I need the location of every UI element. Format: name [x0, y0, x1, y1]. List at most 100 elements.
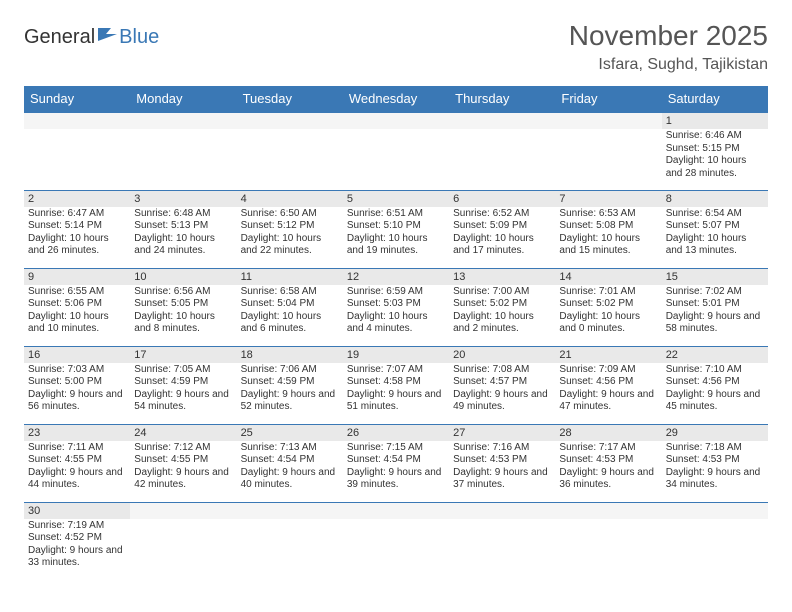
sunset-line: Sunset: 5:15 PM: [666, 143, 764, 156]
sunset-line: Sunset: 5:07 PM: [666, 220, 764, 233]
sunrise-line: Sunrise: 7:03 AM: [28, 364, 126, 377]
day-details: Sunrise: 7:17 AMSunset: 4:53 PMDaylight:…: [555, 441, 661, 494]
day-number: 17: [130, 347, 236, 363]
day-number: 5: [343, 191, 449, 207]
daylight-line: Daylight: 9 hours and 37 minutes.: [453, 467, 551, 492]
calendar-cell: 18Sunrise: 7:06 AMSunset: 4:59 PMDayligh…: [237, 346, 343, 424]
calendar-cell: 22Sunrise: 7:10 AMSunset: 4:56 PMDayligh…: [662, 346, 768, 424]
daylight-line: Daylight: 10 hours and 26 minutes.: [28, 233, 126, 258]
sunrise-line: Sunrise: 7:02 AM: [666, 286, 764, 299]
sunrise-line: Sunrise: 7:19 AM: [28, 520, 126, 533]
sunset-line: Sunset: 5:04 PM: [241, 298, 339, 311]
sunrise-line: Sunrise: 7:01 AM: [559, 286, 657, 299]
calendar-cell: 15Sunrise: 7:02 AMSunset: 5:01 PMDayligh…: [662, 268, 768, 346]
day-number: 2: [24, 191, 130, 207]
calendar-cell: 30Sunrise: 7:19 AMSunset: 4:52 PMDayligh…: [24, 502, 130, 580]
day-number: 22: [662, 347, 768, 363]
weekday-header: Monday: [130, 86, 236, 112]
calendar-cell: [130, 112, 236, 190]
calendar-cell: 25Sunrise: 7:13 AMSunset: 4:54 PMDayligh…: [237, 424, 343, 502]
daylight-line: Daylight: 10 hours and 0 minutes.: [559, 311, 657, 336]
sunrise-line: Sunrise: 7:08 AM: [453, 364, 551, 377]
sunset-line: Sunset: 5:05 PM: [134, 298, 232, 311]
daylight-line: Daylight: 9 hours and 44 minutes.: [28, 467, 126, 492]
sunrise-line: Sunrise: 7:11 AM: [28, 442, 126, 455]
calendar-cell: 21Sunrise: 7:09 AMSunset: 4:56 PMDayligh…: [555, 346, 661, 424]
sunrise-line: Sunrise: 7:13 AM: [241, 442, 339, 455]
calendar-cell: 14Sunrise: 7:01 AMSunset: 5:02 PMDayligh…: [555, 268, 661, 346]
flag-icon: [97, 26, 119, 49]
calendar-cell: 4Sunrise: 6:50 AMSunset: 5:12 PMDaylight…: [237, 190, 343, 268]
day-number: 7: [555, 191, 661, 207]
calendar-cell: [130, 502, 236, 580]
sunset-line: Sunset: 5:06 PM: [28, 298, 126, 311]
day-details: Sunrise: 7:08 AMSunset: 4:57 PMDaylight:…: [449, 363, 555, 416]
day-details: Sunrise: 7:06 AMSunset: 4:59 PMDaylight:…: [237, 363, 343, 416]
calendar-cell: [237, 502, 343, 580]
daylight-line: Daylight: 9 hours and 58 minutes.: [666, 311, 764, 336]
day-number: 14: [555, 269, 661, 285]
daylight-line: Daylight: 10 hours and 17 minutes.: [453, 233, 551, 258]
daylight-line: Daylight: 10 hours and 22 minutes.: [241, 233, 339, 258]
day-details: Sunrise: 6:51 AMSunset: 5:10 PMDaylight:…: [343, 207, 449, 260]
location: Isfara, Sughd, Tajikistan: [569, 56, 768, 74]
sunrise-line: Sunrise: 7:07 AM: [347, 364, 445, 377]
day-details: Sunrise: 7:09 AMSunset: 4:56 PMDaylight:…: [555, 363, 661, 416]
daylight-line: Daylight: 10 hours and 10 minutes.: [28, 311, 126, 336]
calendar-cell: 8Sunrise: 6:54 AMSunset: 5:07 PMDaylight…: [662, 190, 768, 268]
day-number: 9: [24, 269, 130, 285]
sunset-line: Sunset: 4:56 PM: [559, 376, 657, 389]
day-details: Sunrise: 7:07 AMSunset: 4:58 PMDaylight:…: [343, 363, 449, 416]
logo-text-general: General: [24, 26, 95, 49]
daylight-line: Daylight: 10 hours and 19 minutes.: [347, 233, 445, 258]
day-details: Sunrise: 6:53 AMSunset: 5:08 PMDaylight:…: [555, 207, 661, 260]
day-details: Sunrise: 7:03 AMSunset: 5:00 PMDaylight:…: [24, 363, 130, 416]
sunrise-line: Sunrise: 7:18 AM: [666, 442, 764, 455]
sunset-line: Sunset: 4:55 PM: [28, 454, 126, 467]
daylight-line: Daylight: 10 hours and 8 minutes.: [134, 311, 232, 336]
day-details: Sunrise: 6:52 AMSunset: 5:09 PMDaylight:…: [449, 207, 555, 260]
sunrise-line: Sunrise: 6:52 AM: [453, 208, 551, 221]
sunrise-line: Sunrise: 7:12 AM: [134, 442, 232, 455]
sunrise-line: Sunrise: 6:46 AM: [666, 130, 764, 143]
calendar-head: SundayMondayTuesdayWednesdayThursdayFrid…: [24, 86, 768, 112]
sunset-line: Sunset: 5:02 PM: [559, 298, 657, 311]
day-details: Sunrise: 7:13 AMSunset: 4:54 PMDaylight:…: [237, 441, 343, 494]
daylight-line: Daylight: 9 hours and 36 minutes.: [559, 467, 657, 492]
day-number: [555, 113, 661, 129]
sunset-line: Sunset: 5:02 PM: [453, 298, 551, 311]
sunrise-line: Sunrise: 6:51 AM: [347, 208, 445, 221]
day-number: 12: [343, 269, 449, 285]
daylight-line: Daylight: 9 hours and 49 minutes.: [453, 389, 551, 414]
weekday-header: Wednesday: [343, 86, 449, 112]
sunset-line: Sunset: 5:08 PM: [559, 220, 657, 233]
daylight-line: Daylight: 10 hours and 24 minutes.: [134, 233, 232, 258]
day-number: 30: [24, 503, 130, 519]
weekday-header: Sunday: [24, 86, 130, 112]
daylight-line: Daylight: 10 hours and 15 minutes.: [559, 233, 657, 258]
sunrise-line: Sunrise: 6:58 AM: [241, 286, 339, 299]
calendar-body: 1Sunrise: 6:46 AMSunset: 5:15 PM Daylight…: [24, 112, 768, 580]
daylight-line: Daylight: 9 hours and 45 minutes.: [666, 389, 764, 414]
day-number: 16: [24, 347, 130, 363]
daylight-line: Daylight: 9 hours and 56 minutes.: [28, 389, 126, 414]
logo-text-blue: Blue: [119, 26, 159, 49]
daylight-line: Daylight: 10 hours and 4 minutes.: [347, 311, 445, 336]
sunset-line: Sunset: 5:03 PM: [347, 298, 445, 311]
calendar-cell: 13Sunrise: 7:00 AMSunset: 5:02 PMDayligh…: [449, 268, 555, 346]
calendar-cell: [662, 502, 768, 580]
calendar-cell: 1Sunrise: 6:46 AMSunset: 5:15 PMDaylight…: [662, 112, 768, 190]
daylight-line: Daylight: 9 hours and 39 minutes.: [347, 467, 445, 492]
day-number: [130, 503, 236, 519]
sunrise-line: Sunrise: 6:47 AM: [28, 208, 126, 221]
day-number: 23: [24, 425, 130, 441]
day-details: Sunrise: 6:50 AMSunset: 5:12 PMDaylight:…: [237, 207, 343, 260]
sunset-line: Sunset: 5:14 PM: [28, 220, 126, 233]
day-details: Sunrise: 7:15 AMSunset: 4:54 PMDaylight:…: [343, 441, 449, 494]
calendar-table: SundayMondayTuesdayWednesdayThursdayFrid…: [24, 86, 768, 580]
sunset-line: Sunset: 5:12 PM: [241, 220, 339, 233]
day-number: 8: [662, 191, 768, 207]
day-number: 1: [662, 113, 768, 129]
calendar-cell: 11Sunrise: 6:58 AMSunset: 5:04 PMDayligh…: [237, 268, 343, 346]
day-details: Sunrise: 6:47 AMSunset: 5:14 PMDaylight:…: [24, 207, 130, 260]
